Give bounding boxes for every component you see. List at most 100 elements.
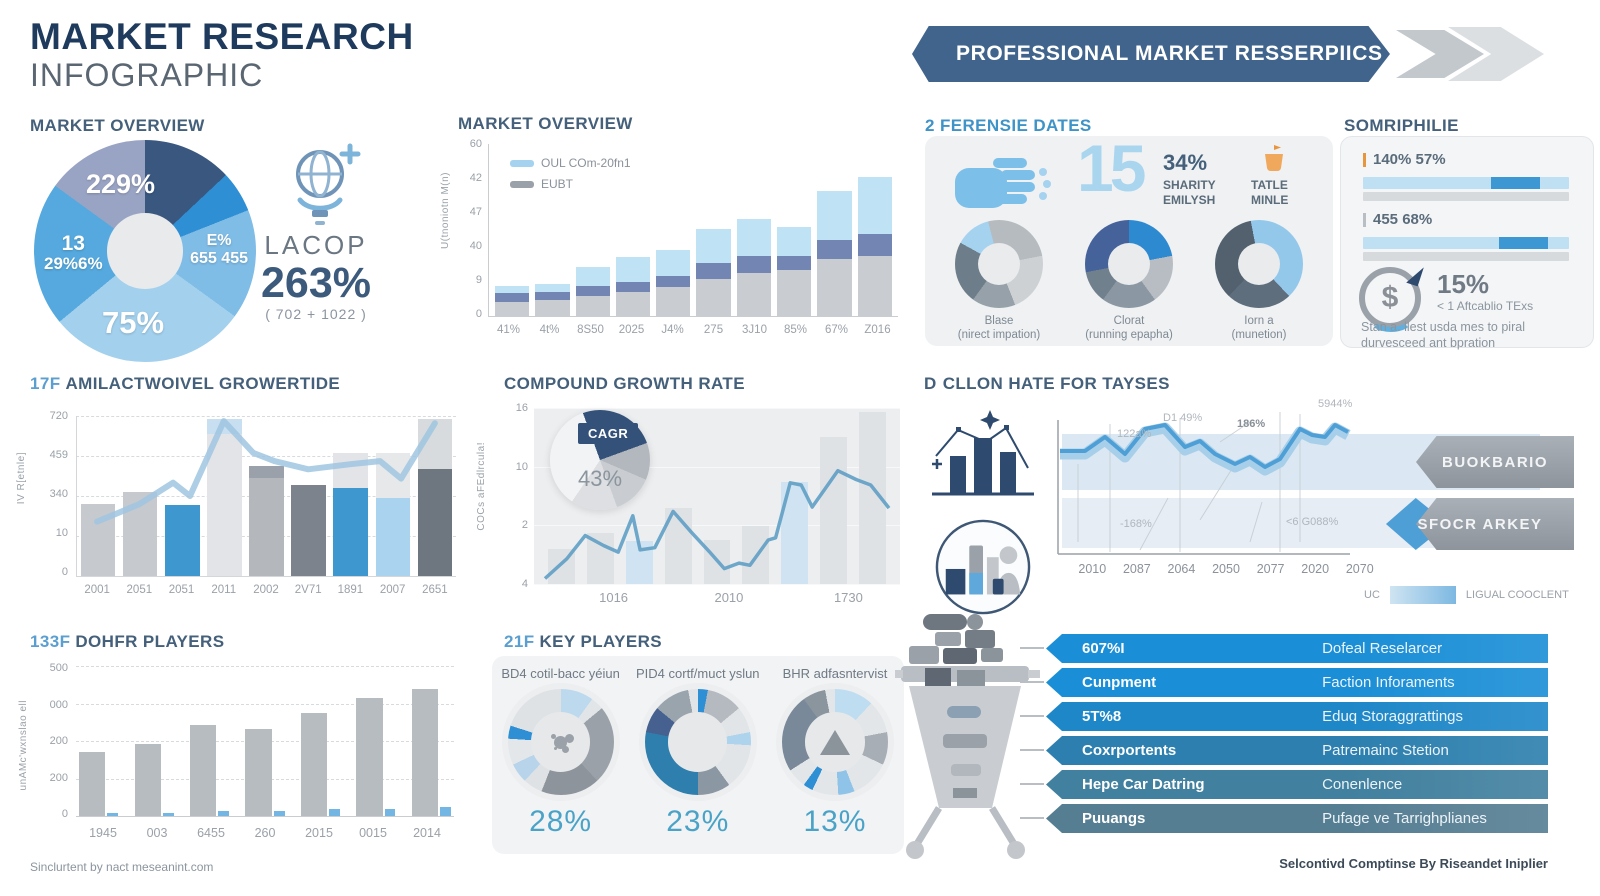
connector-line [1020, 715, 1044, 717]
key-player-value: 28% [529, 805, 593, 838]
x-tick: 2025 [618, 324, 645, 336]
growertide-plot [76, 416, 456, 577]
bar-segment [375, 498, 411, 576]
progress-bar-1 [1363, 177, 1569, 189]
growertide-y-axis-label: IV R[etnle] [16, 452, 27, 505]
bar-segment [736, 273, 772, 316]
key-player-label: PID4 cortf/muct yslun [636, 666, 760, 681]
legend-swatch [510, 180, 534, 188]
x-tick: 6455 [197, 826, 225, 840]
arrow-shape [1416, 498, 1574, 550]
page-title: MARKET RESEARCH [30, 16, 414, 57]
row-banner [1046, 736, 1548, 765]
bar-segment [696, 262, 731, 279]
donut-hole [668, 712, 728, 772]
caption-line-1: Iorn a [1244, 315, 1274, 327]
bar-segment [575, 285, 610, 296]
somriphilie-note: < 1 Aftcablio TExs [1437, 299, 1534, 313]
bar [703, 540, 731, 584]
legend-label: EUBT [541, 177, 574, 191]
donut-chart [644, 689, 751, 795]
somriphilie-value: 15% [1437, 269, 1490, 299]
x-tick: 67% [824, 324, 849, 336]
legend-item: EUBT [510, 177, 631, 191]
bar-column [330, 416, 372, 576]
bar-blue [162, 813, 174, 816]
legend-gradient-swatch [1389, 586, 1456, 604]
stat-name: LACOP [264, 230, 368, 260]
x-tick: 2064 [1167, 562, 1196, 576]
row-banner [1046, 634, 1548, 663]
wedge-decoration [1406, 263, 1424, 287]
x-tick: 2010 [1078, 562, 1107, 576]
compound-growth-chart: COMPOUND GROWTH RATE COCs aFEdlrcula! 16… [476, 372, 904, 612]
bar-column [817, 144, 852, 316]
supply-row: Puuangs Pufage ve Tarrighplianes [1020, 804, 1548, 833]
y-tick: 0 [61, 566, 68, 578]
ferensie-tag: TATLE MINLE [1251, 178, 1288, 208]
bar-column [495, 144, 530, 316]
bar-gray [79, 751, 106, 816]
label-text: 455 68% [1373, 211, 1433, 228]
bar-column [857, 144, 892, 316]
caption-line-2: (running epapha) [1085, 329, 1173, 342]
tick-mark [1363, 212, 1366, 227]
bar-column [736, 144, 772, 316]
y-tick: 47 [469, 206, 482, 218]
donut-hole [977, 242, 1021, 286]
bar-segment [80, 504, 116, 576]
x-tick: 003 [146, 826, 168, 840]
x-tick: 2014 [413, 826, 441, 840]
bar-column [414, 416, 456, 576]
y-tick: 60 [469, 138, 482, 150]
compound-y-axis-label: COCs aFEdlrcula! [476, 442, 487, 531]
ferensie-donut-2: Clorat (running epapha) [1085, 220, 1173, 343]
stacked-plot [488, 144, 898, 317]
bar-column [777, 144, 812, 316]
y-tick: 4 [521, 577, 528, 590]
row-left-label: Hepe Car Datring [1082, 776, 1205, 793]
key-players-section: 21F KEY PLAYERS BD4 cotil-bacc yéiun 28% … [492, 630, 904, 870]
progress-segment [1498, 237, 1549, 249]
x-tick: 8S50 [577, 324, 604, 336]
x-tick: 2015 [305, 826, 333, 840]
bar-segment [417, 469, 453, 576]
x-tick: 2010 [714, 590, 744, 605]
annotation: 186% [1237, 418, 1266, 430]
donut-caption: Iorn a (munetion) [1215, 314, 1303, 343]
shopping-cart-icon [895, 614, 1040, 859]
annotation: <6 G088% [1286, 516, 1339, 528]
pie-label-right-2: 655 455 [190, 249, 248, 267]
legend-swatch [510, 159, 534, 167]
bar-group [131, 666, 176, 816]
bar-column [696, 144, 731, 316]
market-overview-stacked-chart: MARKET OVERVIEW U(tnoniotn M(n) 60 42 47 40… [440, 112, 906, 347]
bar-segment [857, 176, 892, 235]
row-right-label: Patremainc Stetion [1322, 742, 1449, 759]
donut-chart [781, 689, 888, 795]
compound-title: COMPOUND GROWTH RATE [504, 374, 745, 393]
arrow-shape [1416, 436, 1574, 488]
cllon-title: D CLLON HATE FOR TAYSES [924, 374, 1170, 394]
bar-column [656, 144, 691, 316]
donut-chart [1085, 220, 1173, 308]
x-tick: 1891 [337, 584, 364, 596]
bar-segment [656, 287, 691, 316]
bar-segment [696, 228, 731, 263]
title-banner: PROFESSIONAL MARKET RESSERPIICS [912, 26, 1390, 82]
x-tick: 4t% [539, 324, 560, 336]
key-player-1: BD4 cotil-bacc yéiun 28% [492, 656, 629, 854]
bar-segment [656, 275, 691, 288]
key-players-panel: BD4 cotil-bacc yéiun 28% PID4 cortf/muct… [492, 656, 904, 854]
bar-group [187, 666, 232, 816]
x-tick: 2050 [1212, 562, 1240, 576]
key-player-2: PID4 cortf/muct yslun 23% [629, 656, 766, 854]
bar [664, 508, 692, 584]
somriphilie-heading: SOMRIPHILIE [1344, 116, 1459, 135]
stat-value: 263% [261, 259, 371, 307]
donut-caption: Clorat (running epapha) [1085, 314, 1173, 343]
somriphilie-description: Stan a. llest usda mes to piral durvesce… [1361, 320, 1525, 351]
x-tick: 2051 [126, 584, 153, 596]
bar-blue [107, 813, 119, 816]
donut-chart [1215, 220, 1303, 308]
